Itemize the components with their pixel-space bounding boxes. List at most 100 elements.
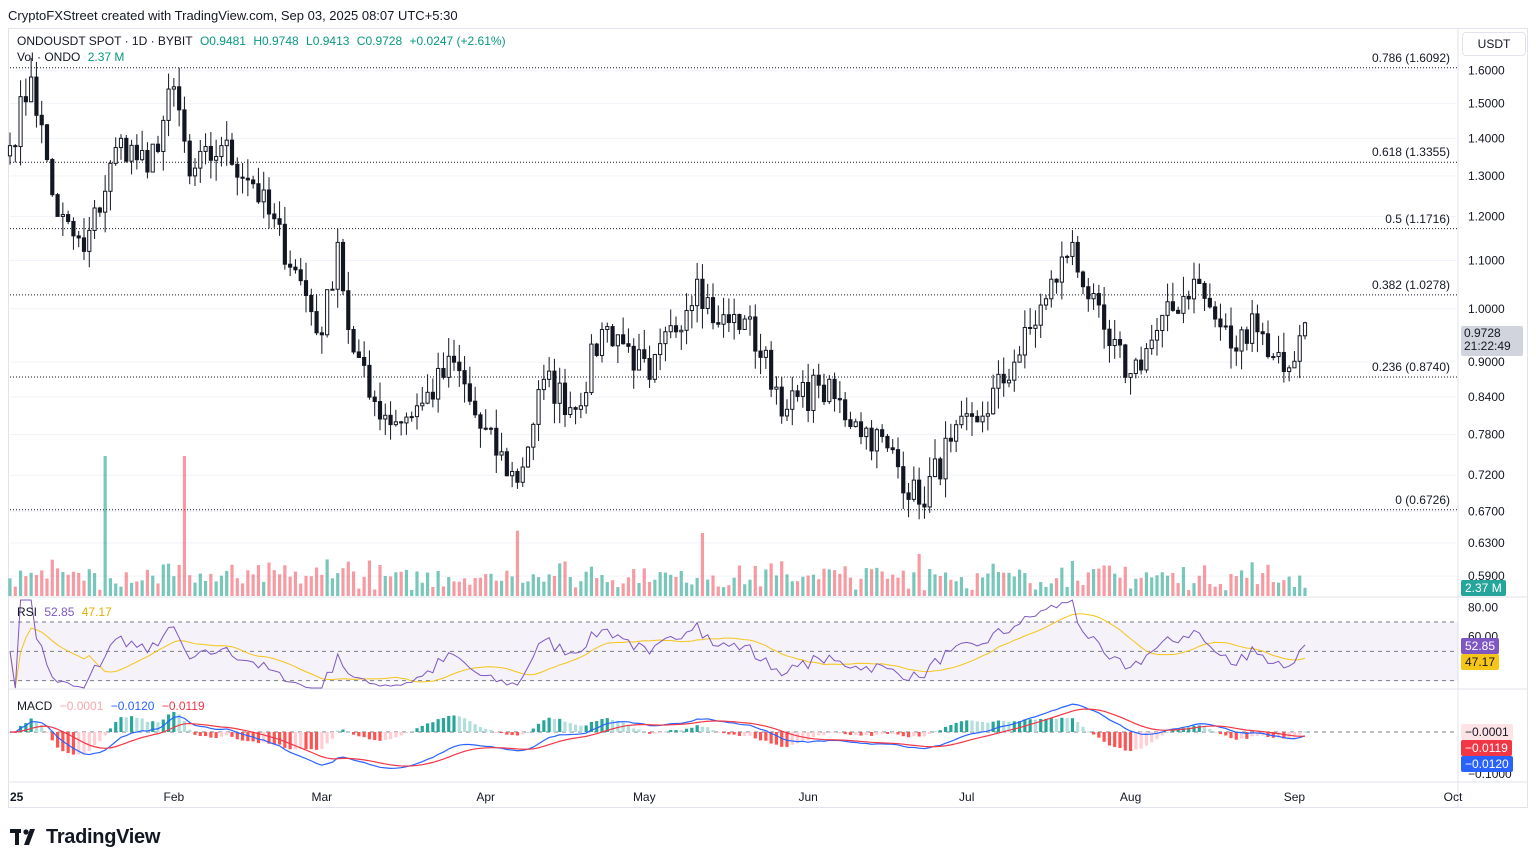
macd-histogram-bar [462,718,467,732]
volume-bar [721,587,726,596]
macd-histogram-bar [954,722,958,732]
macd-pane [8,703,1458,769]
candle-body [917,479,922,505]
price-tick-label: 0.6700 [1468,505,1505,519]
candle-body [266,189,272,215]
macd-histogram-bar [1060,717,1064,732]
candle-body [1281,351,1286,373]
candle-body [483,427,488,430]
macd-histogram-bar [1181,728,1186,732]
volume-bar [1091,569,1096,596]
candle-body [346,290,351,330]
macd-histogram-bar [605,718,609,732]
volume-bar [420,582,424,596]
macd-histogram-bar [1245,732,1249,739]
open-value: O0.9481 [199,34,246,48]
macd-histogram-bar [1155,732,1159,740]
volume-bar [203,581,208,596]
volume-bar [172,576,176,596]
candle-body [932,458,938,478]
volume-bar [1202,565,1207,596]
candle-body [996,373,1001,389]
macd-histogram-bar [373,732,377,741]
high-value: H0.9748 [253,34,299,48]
volume-bar [679,571,683,596]
macd-histogram-bar [610,719,615,732]
macd-histogram-bar [700,726,705,732]
macd-histogram-bar [917,732,921,737]
macd-histogram-bar [780,732,784,747]
candle-body [832,378,837,400]
macd-histogram-bar [66,732,70,754]
macd-histogram-bar [943,726,948,732]
volume-bar [901,570,905,596]
candle-body [1271,356,1276,359]
date-tick-label: Apr [476,790,495,804]
volume-bar [1160,572,1164,596]
volume-bar [928,568,932,596]
candle-body [399,421,404,424]
macd-histogram-bar [933,731,937,733]
footer-logo[interactable]: TradingView [10,826,160,848]
volume-bar [552,575,557,596]
volume-bar [436,571,440,596]
volume-bar [632,569,636,596]
macd-histogram-bar [246,732,250,742]
volume-bar [177,564,181,596]
volume-bar [637,583,641,596]
candle-body [668,325,673,333]
candle-body [705,297,710,310]
rsi-label: RSI [17,605,38,619]
volume-bar [975,573,979,596]
candle-body [66,214,71,222]
macd-histogram-bar [410,730,414,732]
volume-bar [1144,572,1149,596]
macd-histogram-bar [447,715,451,732]
volume-bars [8,456,1307,596]
macd-histogram-bar [151,721,155,732]
candle-body [747,316,753,320]
volume-bar [410,589,414,596]
macd-histogram-bar [822,732,826,736]
currency-button[interactable]: USDT [1462,32,1526,56]
volume-bar [251,574,255,596]
volume-bar [1276,582,1281,596]
volume-bar [1155,575,1159,596]
macd-histogram-bar [256,732,261,744]
candle-body [599,328,605,356]
candle-body [864,427,869,438]
volume-label: Vol · ONDO [17,50,81,64]
volume-bar [108,578,113,596]
volume-bar [642,568,646,596]
macd-histogram-bar [875,732,879,735]
candle-body [589,343,594,394]
axis-labels: 1.6000 1.5000 1.4000 1.3000 1.2000 1.1000 1.00… [10,64,1512,804]
volume-bar [34,575,39,596]
price-tick-label: 0.9000 [1468,355,1505,369]
macd-hist-tag: −0.0001 [1461,724,1513,740]
macd-histogram-bar [1091,732,1096,735]
macd-histogram-bar [18,725,23,732]
candle-body [288,263,293,268]
rsi-line [9,599,1306,689]
macd-histogram-bar [1070,718,1075,732]
candle-body [938,458,943,480]
candle-body [584,392,589,407]
volume-bar [246,570,250,596]
volume-bar [965,588,969,596]
chart-frame[interactable] [8,28,1528,808]
candle-body [1223,325,1228,328]
macd-histogram-bar [774,732,779,745]
macd-histogram-bar [230,732,234,737]
candle-body [959,415,964,426]
volume-bar [764,569,768,596]
volume-bar [1229,574,1233,596]
volume-bar [29,572,33,596]
macd-histogram-bar [156,722,160,732]
candle-body [256,183,261,203]
macd-histogram-bar [515,732,520,736]
volume-bar [71,571,76,596]
candle-body [964,413,969,417]
macd-histogram-bar [663,731,668,733]
